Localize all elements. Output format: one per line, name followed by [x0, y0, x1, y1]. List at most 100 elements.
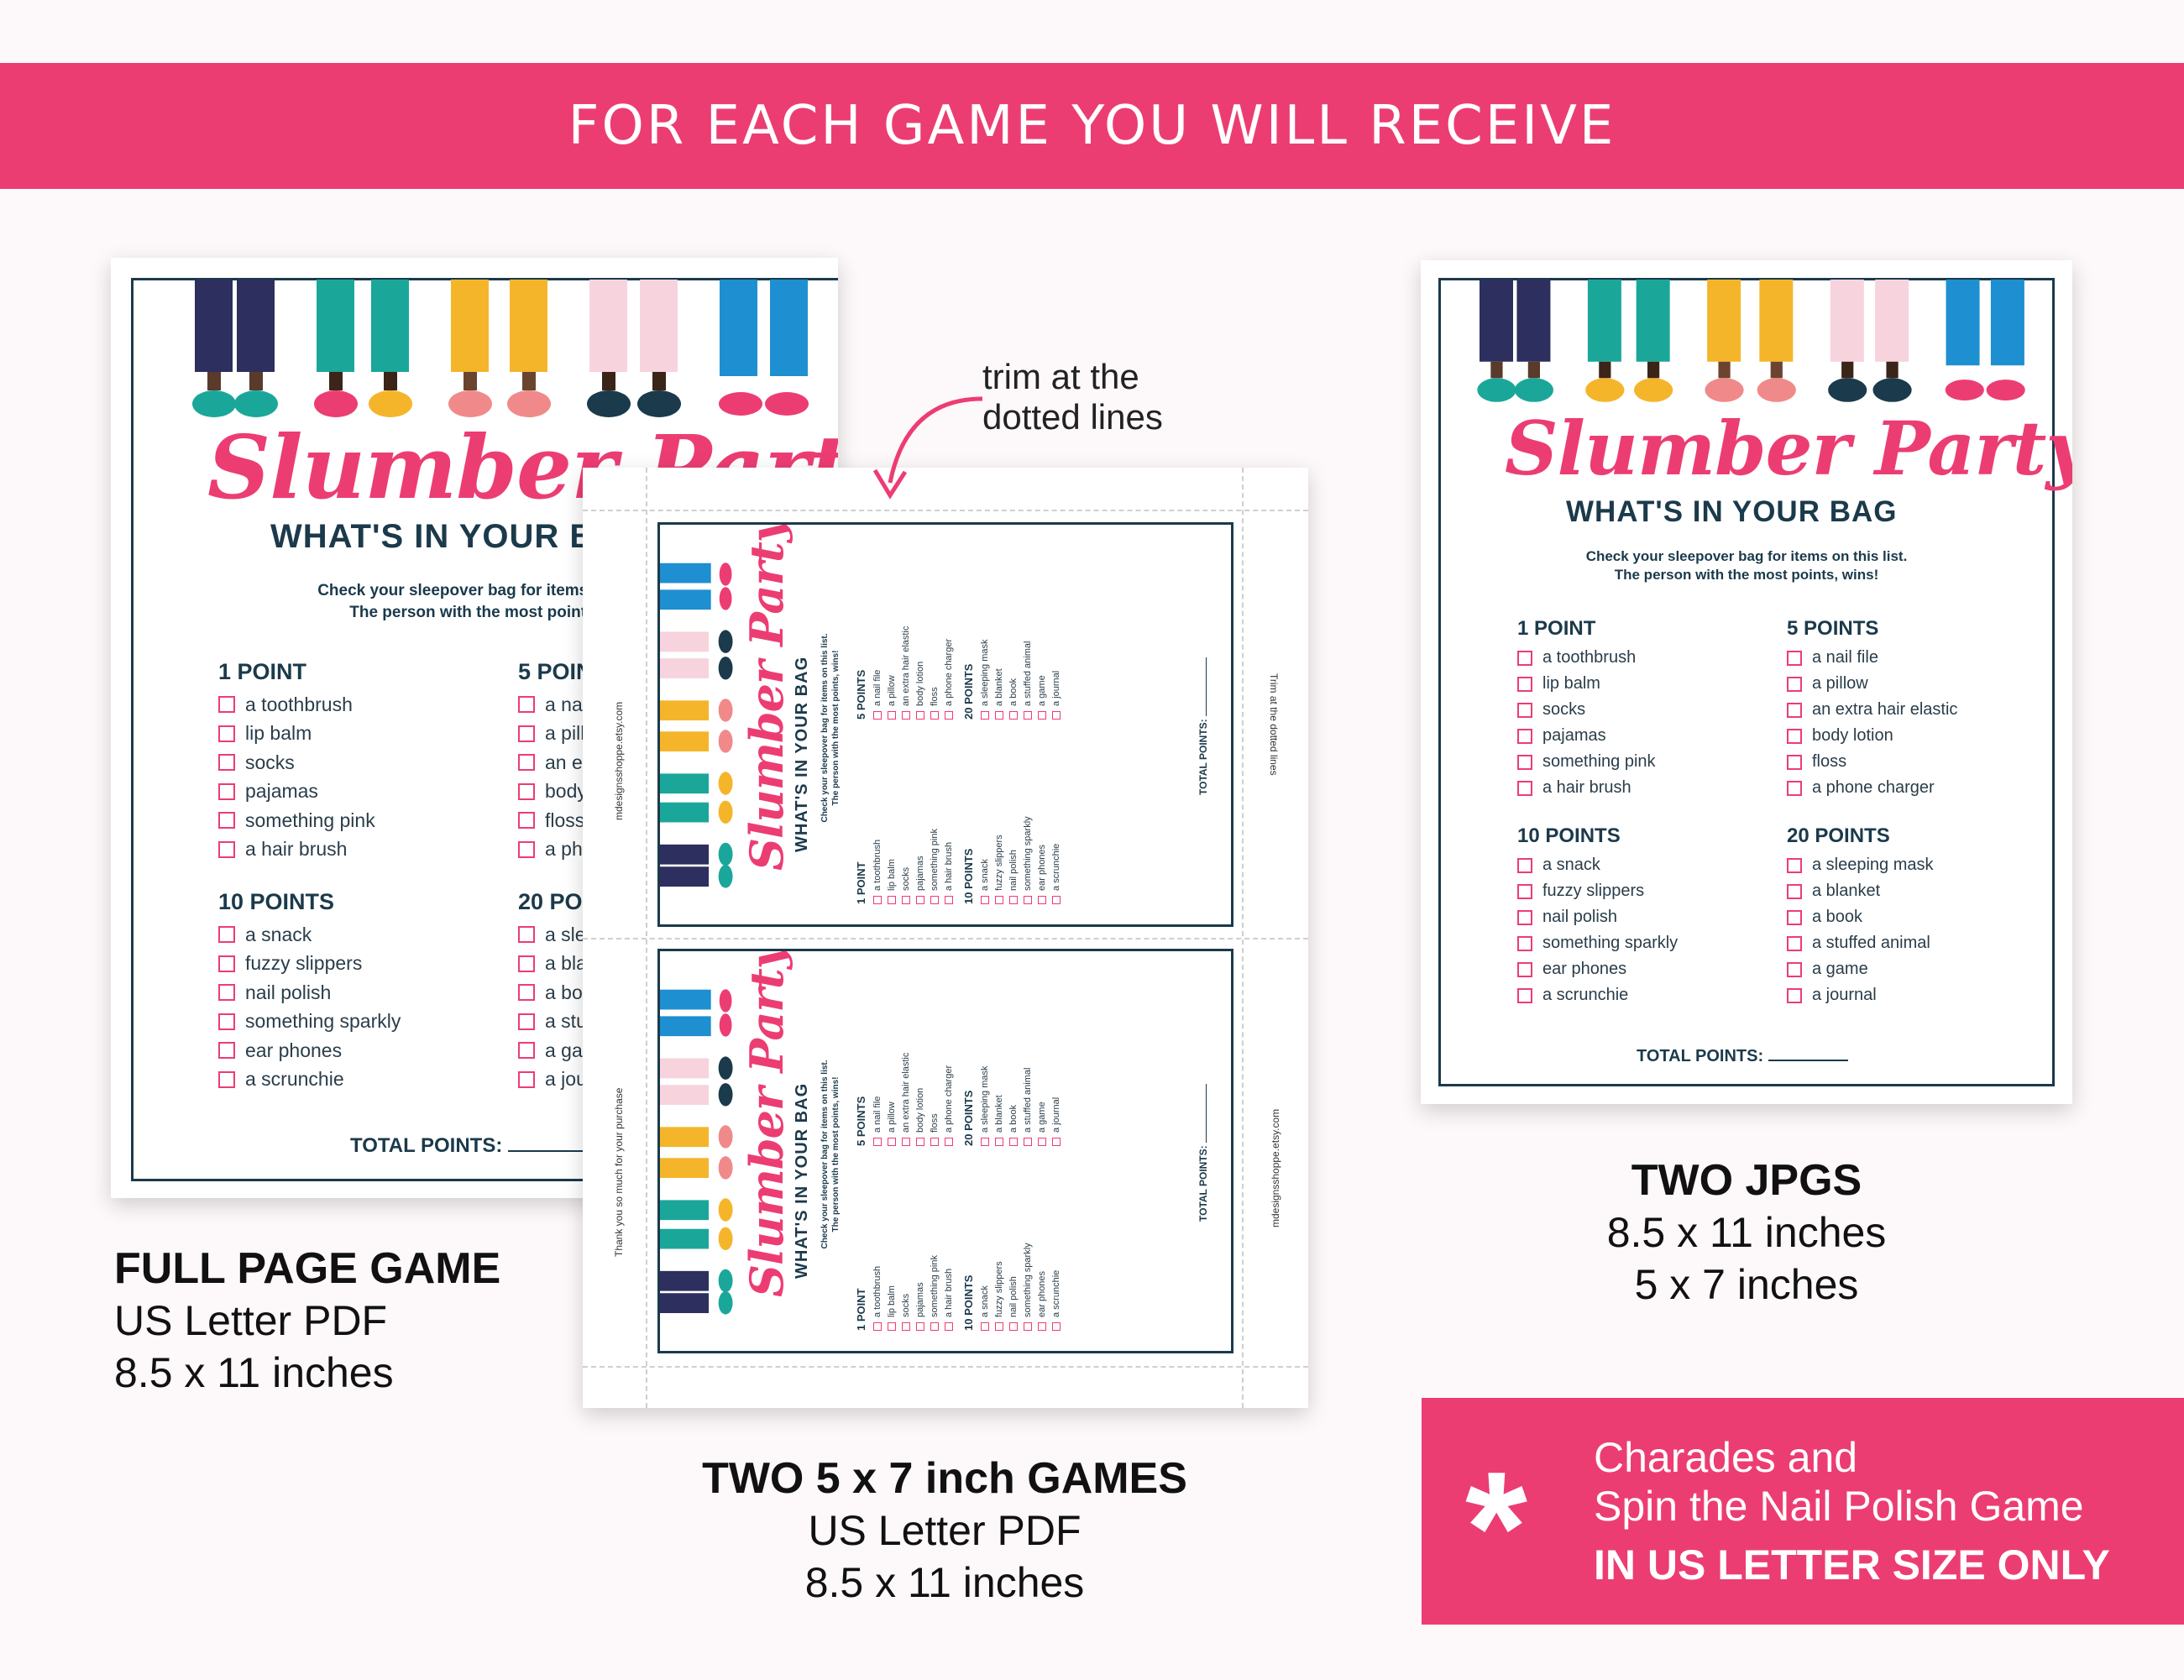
checklist-item[interactable]: a pillow — [1787, 671, 1957, 697]
checklist-item[interactable]: a sleeping mask — [977, 1066, 992, 1146]
checklist-item[interactable]: floss — [1787, 749, 1957, 775]
checkbox[interactable] — [1787, 754, 1802, 770]
checkbox[interactable] — [901, 896, 910, 904]
checkbox[interactable] — [1517, 702, 1532, 718]
total-points-line[interactable] — [1768, 1060, 1848, 1061]
checkbox[interactable] — [218, 955, 235, 972]
checkbox[interactable] — [887, 896, 896, 904]
checkbox[interactable] — [1517, 909, 1532, 925]
checkbox[interactable] — [980, 1322, 989, 1331]
checklist-item[interactable]: something sparkly — [218, 1007, 401, 1037]
checkbox[interactable] — [218, 1013, 235, 1030]
checkbox[interactable] — [1023, 1322, 1032, 1331]
checklist-item[interactable]: something pink — [1517, 749, 1656, 775]
checklist-item[interactable]: a book — [1787, 904, 1934, 930]
checkbox[interactable] — [930, 1322, 939, 1331]
checklist-item[interactable]: a pillow — [884, 1053, 898, 1146]
checklist-item[interactable]: nail polish — [1517, 904, 1678, 930]
checkbox[interactable] — [1023, 1138, 1032, 1146]
checklist-item[interactable]: an extra hair elastic — [1787, 697, 1957, 723]
checkbox[interactable] — [518, 754, 535, 772]
checkbox[interactable] — [915, 1138, 924, 1146]
checklist-item[interactable]: floss — [927, 626, 941, 720]
checkbox[interactable] — [1517, 676, 1532, 692]
checklist-item[interactable]: a book — [1006, 640, 1020, 720]
checkbox[interactable] — [218, 840, 235, 858]
checklist-item[interactable]: a stuffed animal — [1020, 1066, 1034, 1146]
checkbox[interactable] — [218, 754, 235, 772]
checkbox[interactable] — [1787, 857, 1802, 873]
checkbox[interactable] — [915, 1322, 924, 1331]
checkbox[interactable] — [1008, 1138, 1018, 1146]
checkbox[interactable] — [930, 1138, 939, 1146]
checklist-item[interactable]: an extra hair elastic — [898, 1053, 913, 1146]
checkbox[interactable] — [944, 711, 953, 720]
checkbox[interactable] — [218, 696, 235, 714]
checklist-item[interactable]: a phone charger — [941, 626, 956, 720]
checklist-item[interactable]: something pink — [927, 1255, 941, 1331]
checkbox[interactable] — [1787, 883, 1802, 899]
checklist-item[interactable]: a scrunchie — [1049, 1243, 1063, 1331]
checkbox[interactable] — [980, 1138, 989, 1146]
checklist-item[interactable]: something sparkly — [1020, 816, 1034, 904]
checklist-item[interactable]: a phone charger — [1787, 775, 1957, 801]
checkbox[interactable] — [518, 696, 535, 714]
checklist-item[interactable]: a hair brush — [941, 829, 956, 904]
checkbox[interactable] — [218, 782, 235, 800]
checkbox[interactable] — [1787, 935, 1802, 951]
checkbox[interactable] — [980, 896, 989, 904]
checklist-item[interactable]: fuzzy slippers — [992, 1243, 1006, 1331]
checkbox[interactable] — [218, 926, 235, 944]
checklist-item[interactable]: nail polish — [218, 978, 401, 1007]
checklist-item[interactable]: ear phones — [1517, 956, 1678, 982]
checkbox[interactable] — [901, 1322, 910, 1331]
checkbox[interactable] — [1517, 780, 1532, 796]
checkbox[interactable] — [1023, 896, 1032, 904]
checklist-item[interactable]: socks — [218, 748, 375, 777]
checklist-item[interactable]: a game — [1787, 956, 1934, 982]
checklist-item[interactable]: a nail file — [1787, 645, 1957, 671]
checklist-item[interactable]: body lotion — [913, 1053, 927, 1146]
checkbox[interactable] — [218, 812, 235, 830]
checklist-item[interactable]: a nail file — [870, 626, 884, 720]
checkbox[interactable] — [901, 1138, 910, 1146]
checkbox[interactable] — [218, 725, 235, 742]
checkbox[interactable] — [944, 1138, 953, 1146]
checklist-item[interactable]: a hair brush — [941, 1255, 956, 1331]
checkbox[interactable] — [980, 711, 989, 720]
checklist-item[interactable]: a game — [1034, 640, 1049, 720]
checklist-item[interactable]: a toothbrush — [218, 690, 375, 720]
checkbox[interactable] — [1037, 896, 1046, 904]
checklist-item[interactable]: fuzzy slippers — [992, 816, 1006, 904]
checklist-item[interactable]: a blanket — [1787, 878, 1934, 904]
checklist-item[interactable]: fuzzy slippers — [218, 950, 401, 979]
checklist-item[interactable]: body lotion — [913, 626, 927, 720]
checkbox[interactable] — [1517, 754, 1532, 770]
checklist-item[interactable]: pajamas — [913, 829, 927, 904]
checkbox[interactable] — [872, 711, 882, 720]
checklist-item[interactable]: ear phones — [218, 1036, 401, 1065]
checkbox[interactable] — [887, 711, 896, 720]
checklist-item[interactable]: socks — [1517, 697, 1656, 723]
checklist-item[interactable]: lip balm — [218, 720, 375, 749]
checkbox[interactable] — [1051, 711, 1061, 720]
checklist-item[interactable]: a snack — [977, 816, 992, 904]
checklist-item[interactable]: a sleeping mask — [1787, 852, 1934, 878]
checkbox[interactable] — [994, 1322, 1003, 1331]
checklist-item[interactable]: a nail file — [870, 1053, 884, 1146]
checklist-item[interactable]: ear phones — [1034, 1243, 1049, 1331]
checkbox[interactable] — [930, 711, 939, 720]
checkbox[interactable] — [994, 896, 1003, 904]
total-points-line[interactable] — [1206, 657, 1207, 716]
checkbox[interactable] — [872, 896, 882, 904]
checkbox[interactable] — [518, 812, 535, 830]
checkbox[interactable] — [872, 1138, 882, 1146]
checkbox[interactable] — [518, 725, 535, 742]
checkbox[interactable] — [1517, 987, 1532, 1003]
checklist-item[interactable]: a blanket — [992, 1066, 1006, 1146]
checkbox[interactable] — [930, 896, 939, 904]
checklist-item[interactable]: nail polish — [1006, 1243, 1020, 1331]
checkbox[interactable] — [518, 782, 535, 800]
checkbox[interactable] — [1008, 711, 1018, 720]
checkbox[interactable] — [1787, 909, 1802, 925]
